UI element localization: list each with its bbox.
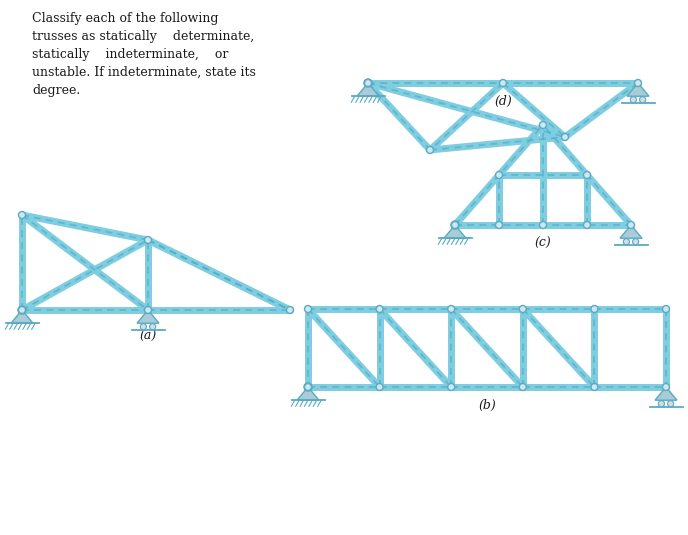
Text: unstable. If indeterminate, state its: unstable. If indeterminate, state its xyxy=(32,66,256,79)
Circle shape xyxy=(667,401,674,407)
Circle shape xyxy=(305,305,312,312)
Circle shape xyxy=(634,80,641,87)
Circle shape xyxy=(632,239,638,245)
Circle shape xyxy=(591,384,598,391)
Circle shape xyxy=(630,97,636,103)
Circle shape xyxy=(539,121,546,128)
Circle shape xyxy=(19,211,25,218)
Circle shape xyxy=(365,80,372,87)
Text: statically    indeterminate,    or: statically indeterminate, or xyxy=(32,48,228,61)
Circle shape xyxy=(286,307,294,314)
Circle shape xyxy=(448,305,455,312)
Circle shape xyxy=(499,80,506,87)
Circle shape xyxy=(427,147,433,154)
Circle shape xyxy=(451,221,458,228)
Text: (d): (d) xyxy=(494,95,512,108)
Polygon shape xyxy=(357,83,379,96)
Text: degree.: degree. xyxy=(32,84,80,97)
Circle shape xyxy=(495,172,502,179)
Polygon shape xyxy=(655,387,677,400)
Circle shape xyxy=(583,221,590,228)
Circle shape xyxy=(519,384,526,391)
Circle shape xyxy=(376,305,383,312)
Text: Classify each of the following: Classify each of the following xyxy=(32,12,219,25)
Text: trusses as statically    determinate,: trusses as statically determinate, xyxy=(32,30,255,43)
Circle shape xyxy=(364,79,372,87)
Circle shape xyxy=(448,384,455,391)
Polygon shape xyxy=(627,83,649,96)
Circle shape xyxy=(305,384,312,391)
Circle shape xyxy=(591,305,598,312)
Circle shape xyxy=(304,383,312,391)
Polygon shape xyxy=(444,225,466,238)
Circle shape xyxy=(140,324,147,330)
Text: (c): (c) xyxy=(535,237,551,250)
Circle shape xyxy=(640,97,646,103)
Circle shape xyxy=(561,134,568,141)
Text: (a): (a) xyxy=(140,330,157,343)
Circle shape xyxy=(376,384,383,391)
Circle shape xyxy=(144,236,151,243)
Circle shape xyxy=(627,221,634,228)
Circle shape xyxy=(583,172,590,179)
Circle shape xyxy=(495,221,502,228)
Polygon shape xyxy=(297,387,319,400)
Circle shape xyxy=(539,221,546,228)
Circle shape xyxy=(144,307,151,314)
Polygon shape xyxy=(11,310,33,323)
Polygon shape xyxy=(137,310,159,323)
Circle shape xyxy=(663,305,669,312)
Text: (b): (b) xyxy=(478,399,496,412)
Circle shape xyxy=(18,306,26,314)
Circle shape xyxy=(519,305,526,312)
Circle shape xyxy=(149,324,155,330)
Polygon shape xyxy=(620,225,642,238)
Circle shape xyxy=(623,239,630,245)
Circle shape xyxy=(451,221,459,229)
Circle shape xyxy=(19,307,25,314)
Circle shape xyxy=(663,384,669,391)
Circle shape xyxy=(658,401,665,407)
